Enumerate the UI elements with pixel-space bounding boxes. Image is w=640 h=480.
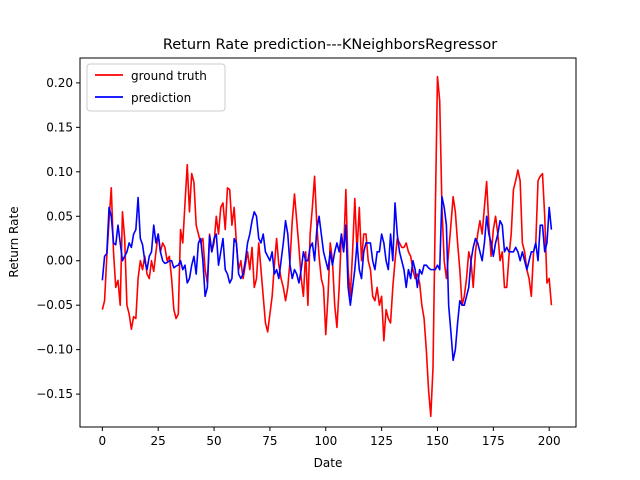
x-tick-label: 75: [262, 434, 277, 448]
legend: ground truth prediction: [86, 63, 226, 112]
x-tick-label: 100: [314, 434, 337, 448]
y-tick-label: −0.15: [36, 387, 73, 401]
y-axis-label: Return Rate: [7, 206, 21, 277]
y-tick-label: 0.10: [46, 165, 73, 179]
x-tick-label: 175: [482, 434, 505, 448]
series-layer: [101, 75, 553, 418]
x-axis-label: Date: [314, 456, 343, 470]
y-tick-label: −0.05: [36, 298, 73, 312]
y-tick-label: 0.00: [46, 254, 73, 268]
x-tick-label: 150: [426, 434, 449, 448]
legend-label-ground-truth: ground truth: [131, 69, 207, 83]
series-line-prediction: [101, 195, 553, 362]
y-tick-label: 0.15: [46, 120, 73, 134]
x-tick-label: 50: [206, 434, 221, 448]
y-axis: −0.15 −0.10 −0.05 0.00 0.05 0.10 0.15 0.20: [36, 76, 80, 401]
x-tick-label: 200: [538, 434, 561, 448]
y-tick-label: −0.10: [36, 343, 73, 357]
chart-title: Return Rate prediction---KNeighborsRegre…: [163, 37, 497, 53]
x-axis: 0 25 50 75 100 125 150 175 200: [99, 427, 561, 448]
plot-frame: [79, 57, 577, 428]
x-tick-label: 0: [99, 434, 107, 448]
series-line-ground-truth: [101, 75, 553, 418]
x-tick-label: 125: [370, 434, 393, 448]
y-tick-label: 0.05: [46, 209, 73, 223]
legend-label-prediction: prediction: [131, 91, 191, 105]
x-tick-label: 25: [151, 434, 166, 448]
y-tick-label: 0.20: [46, 76, 73, 90]
